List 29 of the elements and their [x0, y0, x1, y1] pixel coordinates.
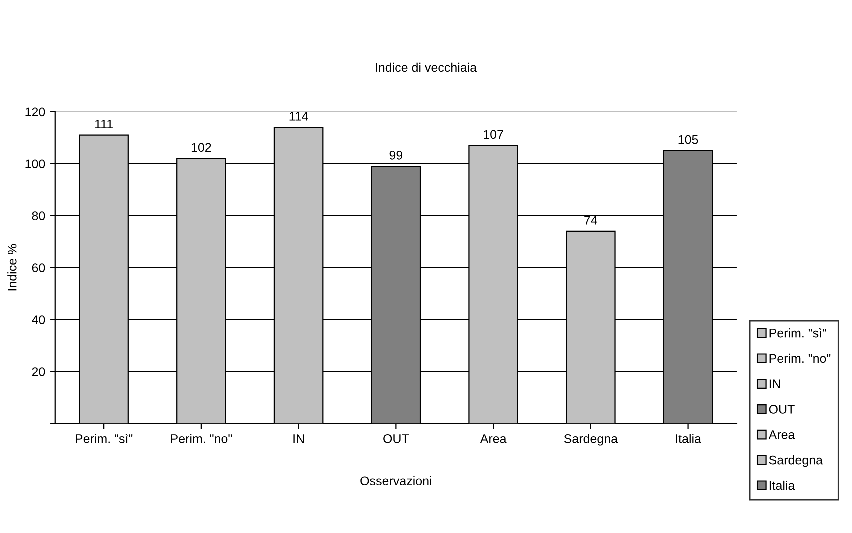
- legend-label: Italia: [770, 480, 796, 490]
- x-tick-label: IN: [294, 434, 304, 444]
- y-axis-title: Indice %: [8, 244, 17, 291]
- chart-title: Indice di vecchiaia: [376, 62, 478, 72]
- data-label: 99: [390, 151, 403, 160]
- x-tick-label: Sardegna: [564, 434, 618, 446]
- data-label: 107: [484, 130, 504, 140]
- legend-label: IN: [770, 380, 780, 388]
- legend-label: Sardegna: [769, 456, 824, 468]
- x-tick-label: Area: [480, 434, 507, 444]
- y-tick-label: 60: [32, 264, 46, 272]
- y-tick-label: 120: [26, 108, 46, 117]
- data-label: 111: [96, 120, 113, 129]
- data-label: 74: [584, 216, 598, 225]
- legend-label: Perim. "no": [770, 354, 831, 364]
- data-label: 114: [290, 112, 308, 121]
- y-tick-label: 40: [32, 316, 46, 324]
- y-tick-label: 80: [32, 212, 46, 221]
- x-tick-label: Perim. "sì": [76, 434, 133, 444]
- x-tick-label: OUT: [384, 434, 410, 444]
- x-axis-title: Osservazioni: [360, 476, 432, 486]
- legend-label: Perim. "sì": [770, 328, 826, 338]
- data-label: 105: [678, 135, 698, 144]
- x-tick-label: Perim. "no": [171, 434, 232, 444]
- y-tick-label: 100: [26, 160, 46, 169]
- data-label: 102: [192, 143, 212, 152]
- legend-label: OUT: [769, 405, 795, 414]
- x-tick-label: Italia: [676, 434, 702, 444]
- y-tick-label: 20: [32, 368, 46, 376]
